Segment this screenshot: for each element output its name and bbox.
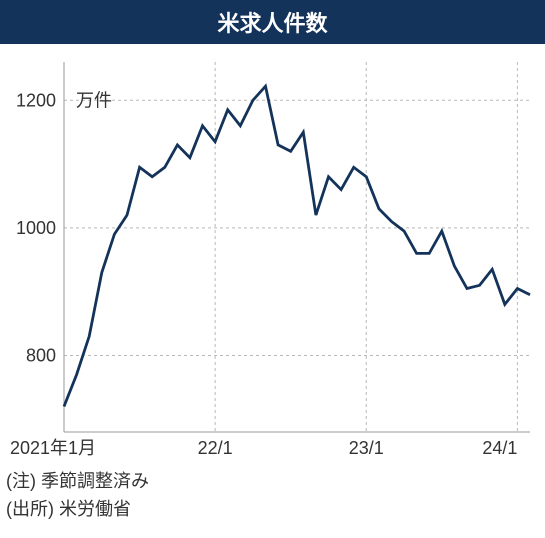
footnote-adjustment: (注) 季節調整済み	[6, 468, 545, 496]
line-chart: 800 1000 1200 万件 2021年1月 22/1 23/1 24/1	[0, 44, 545, 464]
svg-text:22/1: 22/1	[198, 438, 233, 458]
svg-text:1000: 1000	[16, 218, 56, 238]
footnote-source: (出所) 米労働省	[6, 496, 545, 524]
chart-title: 米求人件数	[0, 0, 545, 44]
footnotes: (注) 季節調整済み (出所) 米労働省	[0, 464, 545, 524]
svg-text:1200: 1200	[16, 90, 56, 110]
svg-text:24/1: 24/1	[482, 438, 517, 458]
chart-area: 800 1000 1200 万件 2021年1月 22/1 23/1 24/1	[0, 44, 545, 464]
svg-text:800: 800	[26, 345, 56, 365]
svg-text:23/1: 23/1	[349, 438, 384, 458]
svg-text:万件: 万件	[76, 90, 112, 110]
svg-text:2021年1月: 2021年1月	[10, 438, 96, 458]
